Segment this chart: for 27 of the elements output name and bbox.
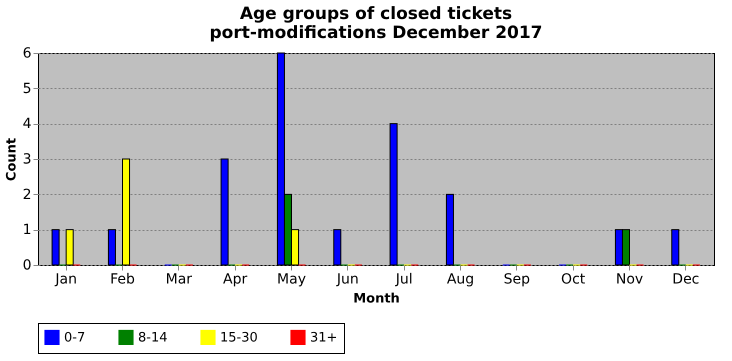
x-tick-label: Nov (616, 272, 644, 288)
x-axis-title: Month (353, 292, 400, 306)
text: port-modifications December 2017 (209, 23, 543, 43)
legend-label: 31+ (310, 330, 338, 346)
y-axis-title: Count (4, 138, 20, 182)
x-tick-label: Mar (166, 272, 192, 288)
y-tick-label: 2 (22, 186, 32, 203)
text: Age groups of closed tickets (240, 4, 512, 24)
x-tick-label: Jun (336, 272, 359, 288)
x-tick-label: Apr (223, 272, 248, 288)
legend-label: 8-14 (138, 330, 168, 346)
x-tick-label: Jan (54, 272, 77, 288)
x-tick-label: Jul (394, 272, 413, 288)
y-tick-label: 4 (22, 116, 32, 132)
y-tick-label: 3 (22, 152, 32, 168)
x-tick-label: Sep (504, 272, 530, 288)
y-tick-label: 1 (22, 222, 32, 238)
x-tick-label: Dec (672, 272, 700, 288)
y-tick-label: 5 (22, 80, 32, 97)
y-tick-label: 6 (22, 46, 32, 62)
y-tick-label: 0 (22, 258, 32, 274)
x-tick-label: Aug (446, 272, 474, 288)
legend-label: 0-7 (64, 330, 86, 346)
x-tick-label: Oct (561, 272, 586, 288)
x-tick-label: May (277, 272, 306, 288)
x-tick-label: Feb (110, 272, 135, 288)
legend-label: 15-30 (220, 330, 258, 346)
